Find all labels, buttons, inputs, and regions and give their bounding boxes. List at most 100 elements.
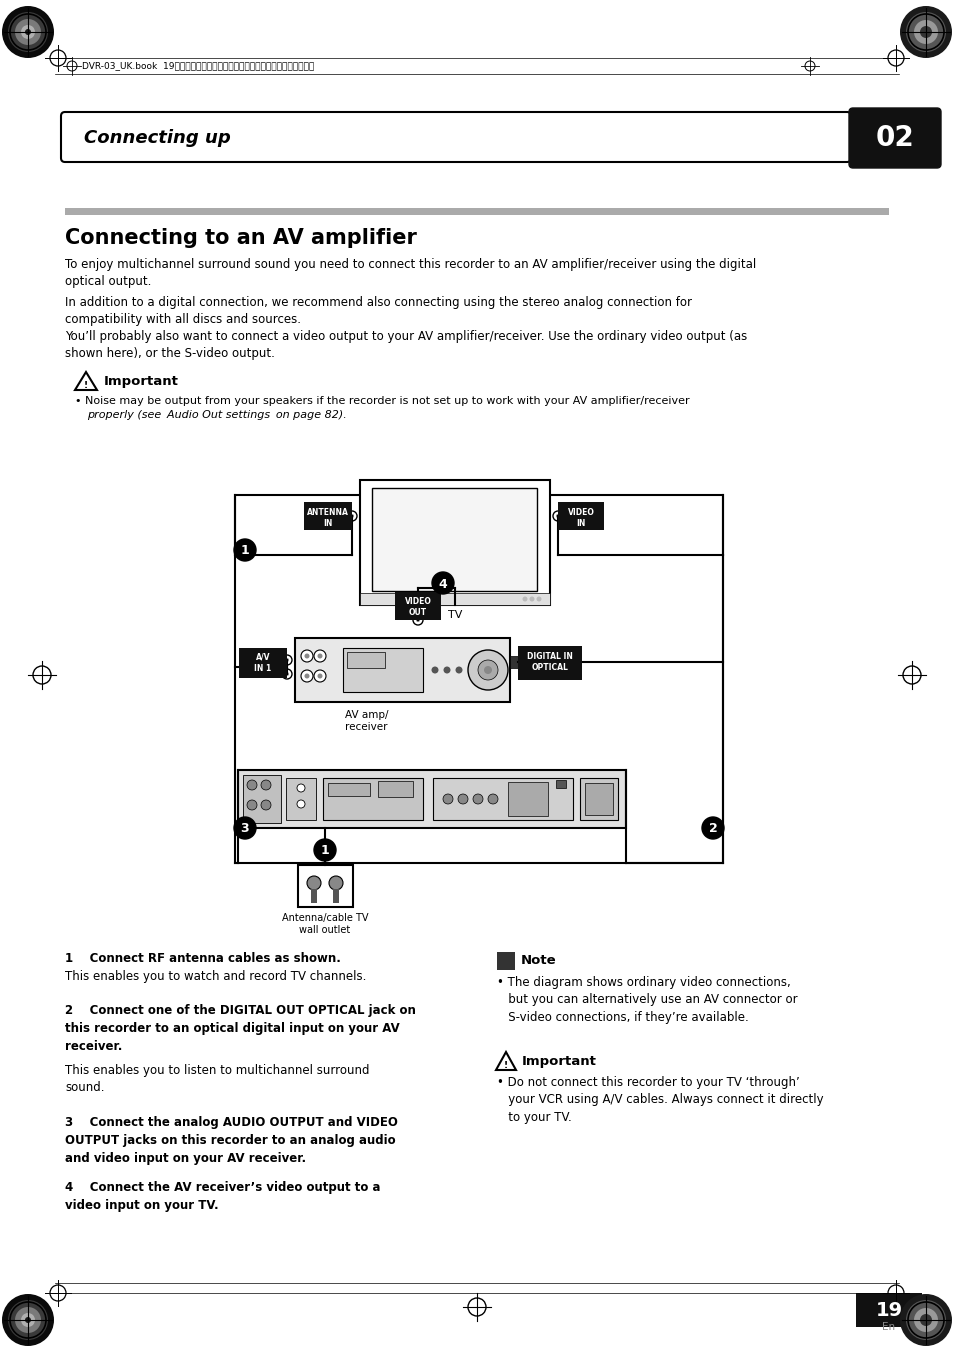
Circle shape: [2, 5, 54, 58]
Circle shape: [536, 597, 541, 601]
Circle shape: [443, 666, 450, 674]
Circle shape: [556, 513, 559, 517]
Circle shape: [432, 571, 454, 594]
Bar: [556, 780, 565, 788]
Text: Connecting to an AV amplifier: Connecting to an AV amplifier: [65, 228, 416, 249]
Text: • Do not connect this recorder to your TV ‘through’
   your VCR using A/V cables: • Do not connect this recorder to your T…: [497, 1075, 822, 1124]
Circle shape: [2, 1294, 54, 1346]
Circle shape: [919, 26, 931, 38]
Circle shape: [701, 817, 723, 839]
Circle shape: [25, 1317, 30, 1323]
Circle shape: [304, 654, 309, 658]
Text: ANTENNA
IN: ANTENNA IN: [307, 508, 349, 528]
Text: 2    Connect one of the DIGITAL OUT OPTICAL jack on
this recorder to an optical : 2 Connect one of the DIGITAL OUT OPTICAL…: [65, 1004, 416, 1052]
Text: 3: 3: [240, 823, 249, 835]
Bar: [323, 778, 422, 820]
Circle shape: [15, 1306, 41, 1333]
Circle shape: [233, 539, 255, 561]
Text: A/V
IN 1: A/V IN 1: [254, 653, 272, 673]
Text: properly (see  Audio Out settings  on page 82).: properly (see Audio Out settings on page…: [87, 409, 346, 420]
Bar: [377, 781, 413, 797]
Bar: [584, 784, 613, 815]
Text: Important: Important: [521, 1055, 597, 1067]
Circle shape: [477, 661, 497, 680]
Text: En: En: [882, 1323, 895, 1332]
Circle shape: [473, 794, 482, 804]
Circle shape: [247, 800, 256, 811]
Circle shape: [522, 597, 527, 601]
Circle shape: [468, 650, 507, 690]
Text: VIDEO
OUT: VIDEO OUT: [404, 597, 431, 617]
Bar: [286, 778, 315, 820]
Circle shape: [247, 780, 256, 790]
Circle shape: [314, 839, 335, 861]
Bar: [510, 657, 517, 667]
Circle shape: [282, 669, 292, 680]
Circle shape: [899, 1294, 951, 1346]
Circle shape: [296, 800, 305, 808]
Circle shape: [301, 650, 313, 662]
Circle shape: [431, 666, 438, 674]
Bar: [855, 1293, 921, 1327]
Circle shape: [899, 5, 951, 58]
Text: In addition to a digital connection, we recommend also connecting using the ster: In addition to a digital connection, we …: [65, 296, 691, 327]
Text: • The diagram shows ordinary video connections,
   but you can alternatively use: • The diagram shows ordinary video conne…: [497, 975, 797, 1024]
Bar: [65, 208, 888, 215]
Bar: [359, 480, 550, 605]
Circle shape: [905, 1300, 945, 1340]
Text: TV: TV: [447, 611, 461, 620]
Text: 2: 2: [708, 823, 717, 835]
Text: AV amp/
receiver: AV amp/ receiver: [345, 711, 388, 732]
Text: 3    Connect the analog AUDIO OUTPUT and VIDEO
OUTPUT jacks on this recorder to : 3 Connect the analog AUDIO OUTPUT and VI…: [65, 1116, 397, 1165]
Circle shape: [350, 513, 354, 517]
Text: Connecting up: Connecting up: [84, 128, 231, 147]
Circle shape: [21, 1313, 35, 1327]
FancyBboxPatch shape: [61, 112, 850, 162]
Circle shape: [529, 597, 534, 601]
Bar: [294, 638, 510, 703]
Bar: [297, 865, 353, 907]
Text: DIGITAL IN
OPTICAL: DIGITAL IN OPTICAL: [526, 653, 573, 671]
Bar: [517, 646, 581, 680]
Circle shape: [457, 794, 468, 804]
Bar: [239, 648, 287, 678]
Bar: [395, 592, 440, 620]
Circle shape: [261, 800, 271, 811]
Circle shape: [233, 817, 255, 839]
Text: Important: Important: [104, 374, 179, 388]
Circle shape: [317, 654, 322, 658]
Circle shape: [8, 1300, 48, 1340]
Text: 1: 1: [320, 844, 329, 858]
Circle shape: [285, 671, 289, 676]
Text: !: !: [503, 1061, 508, 1070]
Bar: [558, 503, 603, 530]
Text: 1    Connect RF antenna cables as shown.: 1 Connect RF antenna cables as shown.: [65, 952, 340, 965]
Circle shape: [282, 655, 292, 665]
Bar: [507, 782, 547, 816]
Circle shape: [8, 12, 48, 51]
Circle shape: [285, 658, 289, 662]
Circle shape: [919, 1315, 931, 1325]
Circle shape: [314, 670, 326, 682]
Circle shape: [913, 20, 937, 45]
Bar: [433, 778, 573, 820]
Text: 19: 19: [875, 1301, 902, 1320]
Text: 02: 02: [875, 124, 913, 153]
Bar: [311, 889, 316, 902]
Text: • Noise may be output from your speakers if the recorder is not set up to work w: • Noise may be output from your speakers…: [75, 396, 689, 407]
Circle shape: [304, 674, 309, 678]
Circle shape: [307, 875, 320, 890]
Text: Antenna/cable TV
wall outlet: Antenna/cable TV wall outlet: [281, 913, 368, 935]
Circle shape: [455, 666, 462, 674]
Circle shape: [416, 617, 419, 621]
Bar: [347, 653, 385, 667]
Circle shape: [442, 794, 453, 804]
Circle shape: [483, 666, 492, 674]
Text: This enables you to listen to multichannel surround
sound.: This enables you to listen to multichann…: [65, 1065, 369, 1094]
FancyBboxPatch shape: [848, 108, 940, 168]
Circle shape: [317, 674, 322, 678]
Bar: [497, 952, 515, 970]
Circle shape: [21, 26, 35, 39]
Text: 4: 4: [438, 577, 447, 590]
Circle shape: [413, 615, 422, 626]
